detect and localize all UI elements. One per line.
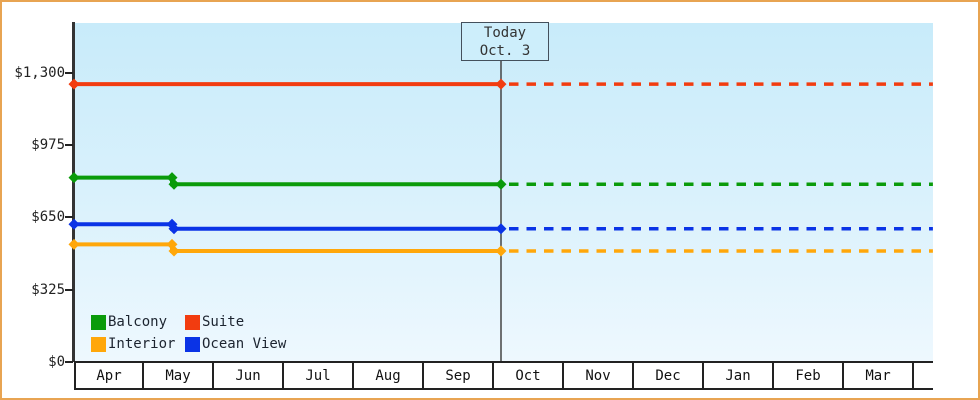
data-point-diamond-balcony: [168, 178, 180, 190]
legend-swatch-icon: [91, 336, 106, 352]
series-suite: [68, 78, 933, 90]
plot-area: [75, 23, 933, 362]
month-cell-aug: Aug: [354, 363, 424, 388]
series-line-solid-ocean-view: [74, 222, 501, 231]
month-cell-jan: Jan: [704, 363, 774, 388]
y-axis-tick: [65, 144, 73, 147]
y-axis-line: [72, 22, 75, 362]
legend-label: Interior: [108, 336, 176, 352]
y-axis-tick: [65, 361, 73, 363]
month-cell-dec: Dec: [634, 363, 704, 388]
data-point-diamond-interior: [68, 238, 80, 250]
series-line-solid-interior: [74, 242, 501, 253]
data-point-diamond-ocean-view: [495, 223, 507, 235]
y-axis-tick: [65, 71, 73, 74]
data-point-diamond-ocean-view: [168, 223, 180, 235]
today-callout: Today Oct. 3: [461, 22, 549, 61]
legend-row: Interior Ocean View: [91, 336, 286, 352]
today-label: Today: [483, 24, 527, 41]
month-cell-jul: Jul: [284, 363, 354, 388]
y-axis-tick: [65, 288, 73, 291]
month-cell-feb: Feb: [774, 363, 844, 388]
data-point-diamond-balcony: [68, 172, 80, 184]
data-point-diamond-ocean-view: [68, 218, 80, 230]
legend-item-suite: Suite: [185, 314, 244, 330]
month-cell-empty: [914, 363, 933, 388]
legend-item-ocean-view: Ocean View: [185, 336, 286, 352]
data-point-diamond-suite: [68, 78, 80, 90]
x-axis-month-row: Apr May Jun Jul Aug Sep Oct Nov Dec Jan Feb Mar: [74, 361, 933, 390]
legend: Balcony Suite Interior Ocean View: [91, 314, 286, 352]
y-axis-label: $975: [31, 137, 65, 154]
y-axis-label: $325: [31, 281, 65, 298]
legend-label: Suite: [202, 314, 245, 330]
legend-swatch-icon: [91, 314, 106, 330]
series-ocean-view: [68, 218, 933, 235]
month-cell-nov: Nov: [564, 363, 634, 388]
month-cell-apr: Apr: [74, 363, 144, 388]
month-cell-sep: Sep: [424, 363, 494, 388]
legend-item-interior: Interior: [91, 336, 185, 352]
data-point-diamond-balcony: [495, 178, 507, 190]
month-cell-oct: Oct: [494, 363, 564, 388]
legend-row: Balcony Suite: [91, 314, 286, 330]
today-date: Oct. 3: [479, 42, 531, 59]
y-axis-label: $650: [31, 209, 65, 226]
month-cell-may: May: [144, 363, 214, 388]
legend-label: Ocean View: [202, 336, 287, 352]
series-interior: [68, 238, 933, 257]
legend-swatch-icon: [185, 336, 200, 352]
data-point-diamond-interior: [168, 245, 180, 257]
legend-swatch-icon: [185, 314, 200, 330]
series-line-solid-balcony: [74, 175, 501, 187]
series-balcony: [68, 172, 933, 190]
month-cell-jun: Jun: [214, 363, 284, 388]
y-axis-label: $0: [48, 354, 65, 370]
y-axis-tick: [65, 216, 73, 219]
legend-label: Balcony: [108, 314, 168, 330]
month-cell-mar: Mar: [844, 363, 914, 388]
y-axis-label: $1,300: [14, 64, 65, 81]
data-point-diamond-interior: [495, 245, 507, 257]
legend-item-balcony: Balcony: [91, 314, 185, 330]
data-point-diamond-suite: [495, 78, 507, 90]
